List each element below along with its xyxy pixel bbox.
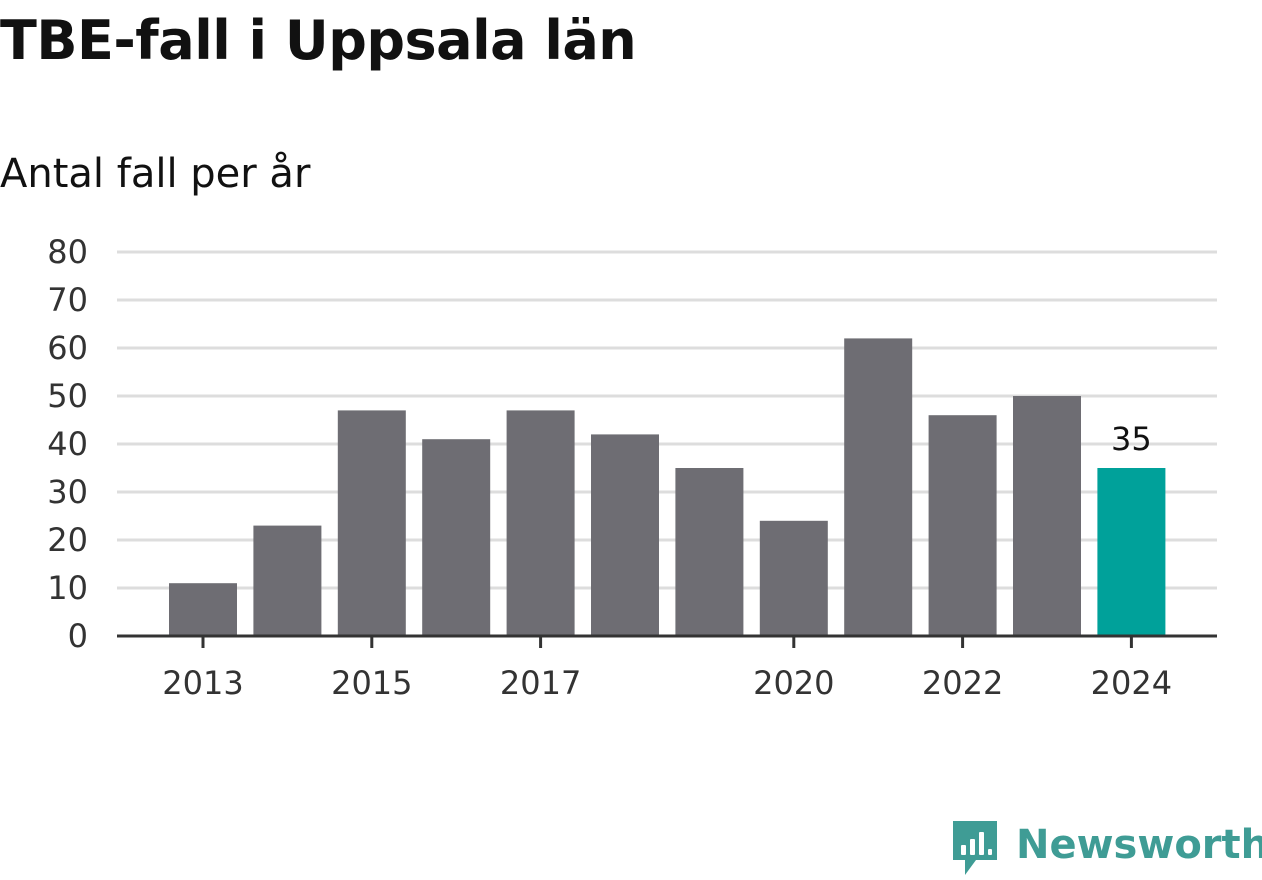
newsworthy-brand: Newsworthy [950,818,1262,880]
x-tick-label-2022: 2022 [922,664,1003,702]
y-tick-label-60: 60 [47,329,88,367]
x-tick-label-2024: 2024 [1091,664,1172,702]
y-axis-tick-labels: 0 10 20 30 40 50 60 70 80 [47,233,88,655]
data-labels: 35 [1111,420,1152,458]
bar-2019 [675,468,744,636]
bar-2018 [591,434,659,636]
bar-2017 [506,410,575,636]
bar-2015 [337,410,406,636]
bar-2013 [169,583,237,636]
y-tick-label-70: 70 [47,281,88,319]
data-label-2024: 35 [1111,420,1152,458]
brand-name: Newsworthy [1016,822,1262,868]
y-tick-label-30: 30 [47,473,88,511]
bar-2023 [1013,396,1081,636]
bar-2021 [844,338,913,636]
chart-subtitle: Antal fall per år [0,151,311,197]
newsworthy-logo-icon [953,821,997,875]
bars [169,338,1166,636]
x-tick-label-2015: 2015 [331,664,412,702]
chart-title: TBE-fall i Uppsala län [0,9,637,72]
x-tick-label-2013: 2013 [162,664,243,702]
bar-2024 [1097,468,1166,636]
bar-2022 [928,415,997,636]
y-tick-label-50: 50 [47,377,88,415]
bar-2014 [253,525,322,636]
x-tick-label-2020: 2020 [753,664,834,702]
x-axis-tick-labels: 2013 2015 2017 2020 2022 2024 [162,664,1172,702]
x-tick-label-2017: 2017 [500,664,581,702]
y-tick-label-20: 20 [47,521,88,559]
y-tick-label-0: 0 [68,617,88,655]
bar-2020 [759,520,828,636]
bar-2016 [422,439,491,636]
y-tick-label-40: 40 [47,425,88,463]
y-tick-label-10: 10 [47,569,88,607]
x-axis [117,634,1217,648]
y-tick-label-80: 80 [47,233,88,271]
